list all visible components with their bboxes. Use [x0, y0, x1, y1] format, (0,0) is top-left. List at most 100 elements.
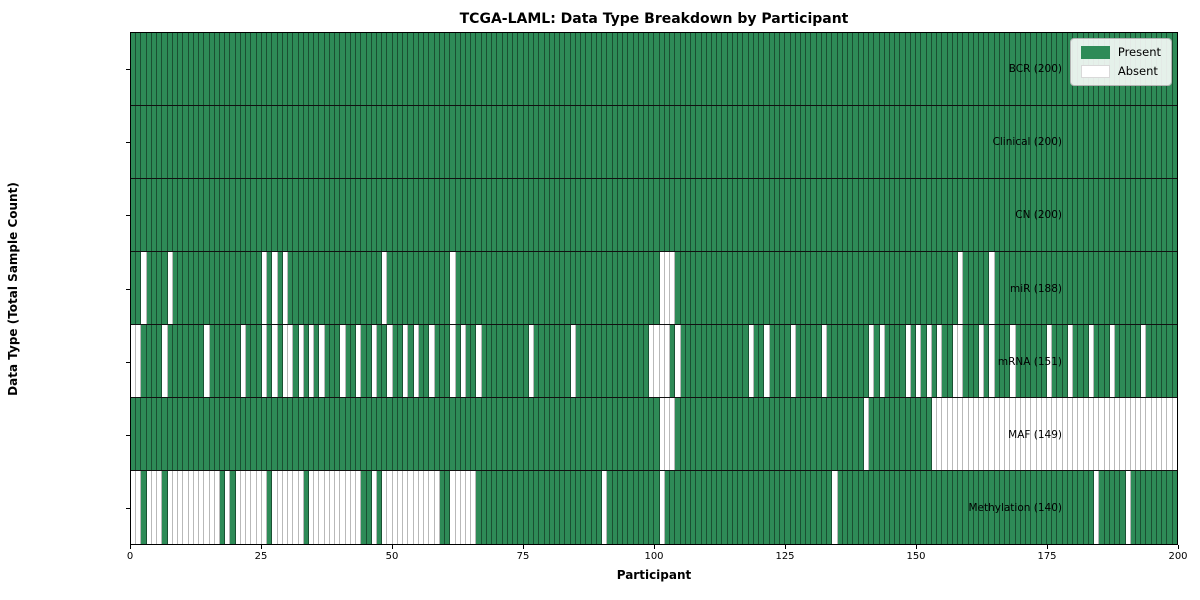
heatmap-cell — [738, 106, 744, 178]
heatmap-cell — [1041, 33, 1048, 105]
y-tick-mark — [126, 215, 130, 217]
heatmap-cell — [528, 471, 535, 544]
heatmap-cell — [874, 106, 880, 178]
heatmap-cell — [392, 106, 398, 178]
heatmap-cell — [780, 325, 786, 397]
heatmap-cell — [209, 33, 215, 105]
heatmap-cell — [889, 33, 896, 105]
heatmap-cell — [214, 398, 220, 470]
heatmap-cell — [534, 252, 540, 324]
heatmap-cell — [628, 471, 634, 544]
heatmap-cell — [905, 179, 911, 251]
heatmap-cell — [1083, 398, 1089, 470]
heatmap-cell — [293, 398, 299, 470]
heatmap-cell — [717, 179, 723, 251]
heatmap-cell — [513, 398, 519, 470]
heatmap-cell — [942, 179, 948, 251]
y-tick-mark — [126, 435, 130, 437]
heatmap-cell — [188, 471, 194, 544]
heatmap-cell — [884, 398, 890, 470]
heatmap-cell — [680, 179, 686, 251]
heatmap-cell — [832, 325, 838, 397]
heatmap-cell — [534, 471, 540, 544]
heatmap-cell — [764, 471, 770, 544]
heatmap-cell — [277, 106, 283, 178]
heatmap-cell — [1010, 33, 1016, 105]
heatmap-cell — [225, 398, 231, 470]
heatmap-row — [131, 398, 1177, 471]
x-tick-label: 150 — [906, 551, 926, 562]
heatmap-cell — [502, 33, 508, 105]
heatmap-cell — [204, 33, 210, 105]
heatmap-cell — [1062, 471, 1068, 544]
heatmap-cell — [659, 471, 665, 544]
heatmap-cell — [958, 252, 964, 324]
heatmap-cell — [471, 398, 477, 470]
heatmap-cell — [968, 398, 974, 470]
heatmap-row — [131, 179, 1177, 252]
heatmap-cell — [1156, 179, 1163, 251]
heatmap-cell — [298, 398, 304, 470]
heatmap-cell — [235, 106, 241, 178]
x-tick-label: 100 — [644, 551, 664, 562]
heatmap-cell — [193, 179, 200, 251]
heatmap-cell — [256, 471, 262, 544]
heatmap-cell — [1146, 325, 1152, 397]
y-axis-title: Data Type (Total Sample Count) — [6, 182, 20, 396]
heatmap-cell — [1020, 33, 1027, 105]
heatmap-cell — [806, 106, 812, 178]
heatmap-cell — [963, 398, 969, 470]
heatmap-cell — [602, 106, 608, 178]
heatmap-cell — [549, 179, 555, 251]
heatmap-cell — [848, 252, 854, 324]
heatmap-cell — [549, 471, 555, 544]
heatmap-cell — [863, 398, 870, 470]
heatmap-cell — [450, 471, 456, 544]
heatmap-cell — [575, 252, 582, 324]
heatmap-cell — [664, 106, 671, 178]
heatmap-cell — [649, 179, 655, 251]
heatmap-cell — [445, 325, 451, 397]
heatmap-cell — [780, 179, 786, 251]
heatmap-cell — [298, 33, 304, 105]
heatmap-cell — [764, 398, 770, 470]
heatmap-cell — [199, 179, 205, 251]
y-tick-mark — [126, 68, 130, 70]
heatmap-cell — [591, 252, 597, 324]
heatmap-cell — [261, 179, 268, 251]
heatmap-cell — [1109, 398, 1116, 470]
heatmap-cell — [308, 33, 315, 105]
heatmap-cell — [1031, 106, 1037, 178]
heatmap-cell — [785, 398, 791, 470]
heatmap-cell — [1130, 325, 1136, 397]
heatmap-cell — [994, 325, 1000, 397]
heatmap-cell — [539, 398, 545, 470]
heatmap-cell — [397, 252, 404, 324]
heatmap-cell — [408, 325, 414, 397]
heatmap-cell — [544, 398, 550, 470]
heatmap-cell — [1120, 398, 1126, 470]
heatmap-cell — [560, 33, 566, 105]
heatmap-cell — [900, 325, 906, 397]
heatmap-cell — [528, 398, 535, 470]
heatmap-cell — [434, 252, 440, 324]
heatmap-cell — [497, 179, 503, 251]
heatmap-cell — [753, 33, 760, 105]
heatmap-cell — [429, 325, 435, 397]
heatmap-cell — [460, 325, 466, 397]
heatmap-cell — [570, 106, 576, 178]
heatmap-cell — [183, 325, 189, 397]
heatmap-cell — [1156, 398, 1163, 470]
heatmap-cell — [272, 252, 278, 324]
heatmap-cell — [554, 106, 561, 178]
heatmap-cell — [230, 33, 236, 105]
heatmap-cell — [691, 325, 697, 397]
heatmap-cell — [654, 252, 660, 324]
heatmap-cell — [1162, 398, 1168, 470]
heatmap-row — [131, 325, 1177, 398]
heatmap-cell — [1094, 252, 1100, 324]
heatmap-cell — [759, 106, 765, 178]
heatmap-cell — [675, 106, 681, 178]
heatmap-cell — [575, 471, 582, 544]
heatmap-cell — [879, 252, 885, 324]
